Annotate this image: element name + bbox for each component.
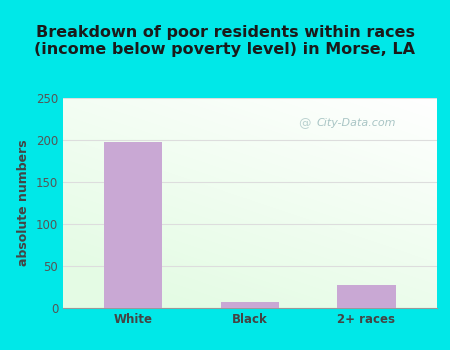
Text: City-Data.com: City-Data.com <box>317 118 396 128</box>
Bar <box>338 285 396 308</box>
Text: Breakdown of poor residents within races
(income below poverty level) in Morse, : Breakdown of poor residents within races… <box>35 25 415 57</box>
Y-axis label: absolute numbers: absolute numbers <box>18 140 30 266</box>
Text: @: @ <box>298 117 311 130</box>
Bar <box>220 302 279 308</box>
Bar <box>104 142 162 308</box>
